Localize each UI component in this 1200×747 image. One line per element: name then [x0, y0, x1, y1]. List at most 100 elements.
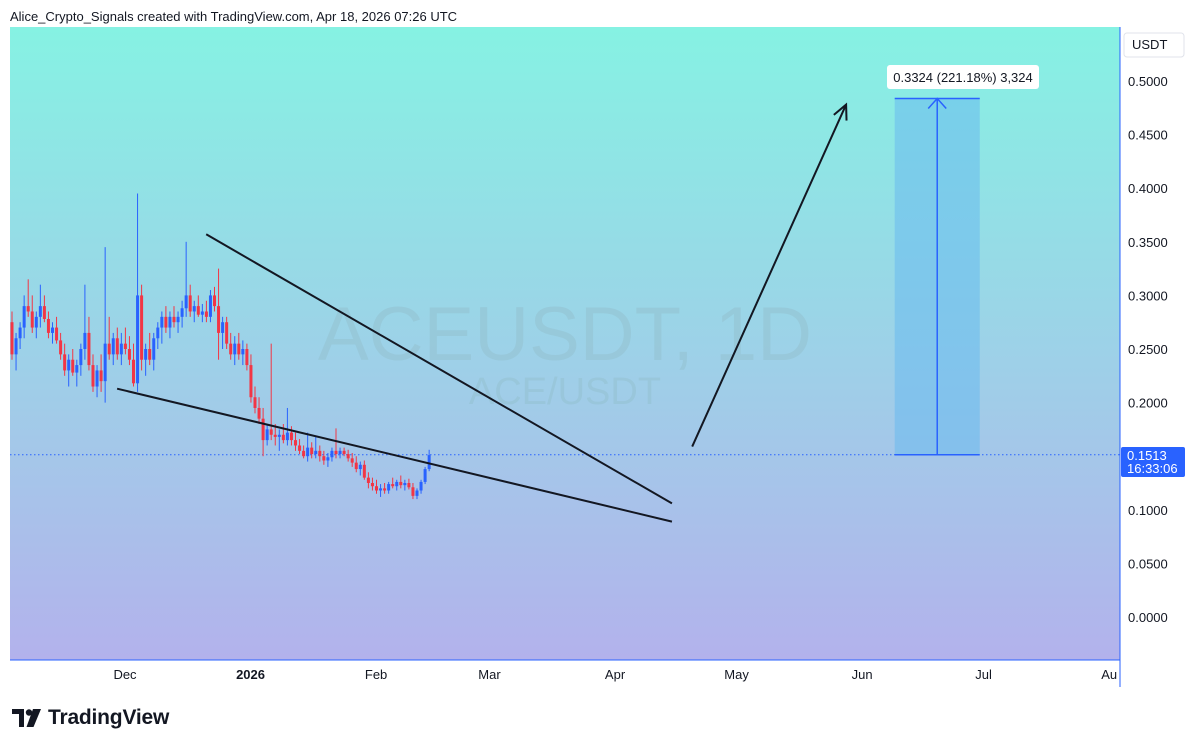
candle[interactable]	[152, 332, 156, 371]
candle[interactable]	[67, 354, 71, 387]
candle[interactable]	[196, 295, 200, 317]
candle[interactable]	[188, 284, 192, 317]
candle[interactable]	[370, 477, 374, 491]
candle[interactable]	[411, 483, 415, 500]
candle[interactable]	[213, 286, 216, 312]
candle[interactable]	[168, 311, 172, 339]
candle[interactable]	[318, 445, 322, 462]
candle[interactable]	[51, 322, 54, 344]
candle[interactable]	[354, 456, 358, 473]
candle[interactable]	[257, 397, 261, 425]
candle[interactable]	[221, 316, 225, 349]
candle[interactable]	[322, 450, 326, 465]
candle[interactable]	[241, 340, 245, 366]
candle[interactable]	[18, 322, 22, 349]
candle[interactable]	[415, 488, 419, 500]
candle[interactable]	[229, 332, 233, 360]
candle[interactable]	[375, 479, 378, 494]
candle[interactable]	[46, 311, 50, 339]
candle[interactable]	[346, 449, 350, 462]
candle[interactable]	[391, 477, 395, 489]
candle[interactable]	[233, 336, 237, 366]
candle[interactable]	[83, 284, 87, 360]
candle[interactable]	[261, 407, 265, 457]
candle[interactable]	[399, 475, 403, 489]
candle[interactable]	[164, 306, 168, 333]
time-axis[interactable]: Dec 2026 Feb Mar Apr May Jun Jul Au	[113, 667, 1117, 682]
currency-button[interactable]	[1123, 32, 1185, 58]
candle[interactable]	[326, 452, 330, 467]
wedge-lower-trendline[interactable]	[116, 387, 673, 523]
candle[interactable]	[136, 193, 140, 392]
candle[interactable]	[91, 354, 95, 392]
candle[interactable]	[379, 484, 383, 497]
candle[interactable]	[277, 429, 281, 451]
candle[interactable]	[423, 466, 427, 485]
candle[interactable]	[132, 343, 135, 387]
candle[interactable]	[30, 295, 34, 333]
trendline-drawings[interactable]	[116, 102, 848, 523]
wedge-upper-trendline[interactable]	[205, 233, 673, 505]
candle[interactable]	[26, 279, 30, 317]
candle[interactable]	[180, 300, 184, 328]
candle[interactable]	[127, 336, 131, 366]
candle[interactable]	[306, 432, 310, 462]
candle[interactable]	[144, 343, 148, 376]
candle[interactable]	[217, 268, 221, 360]
candle[interactable]	[419, 479, 423, 494]
candle[interactable]	[342, 447, 346, 457]
projection-arrow-shaft[interactable]	[691, 104, 848, 447]
candle[interactable]	[298, 439, 302, 455]
candle[interactable]	[14, 332, 18, 371]
candle[interactable]	[225, 316, 229, 349]
candle[interactable]	[156, 322, 160, 349]
candle[interactable]	[289, 426, 293, 446]
tradingview-brand[interactable]: TradingView	[12, 704, 169, 732]
candle[interactable]	[200, 303, 204, 323]
candle[interactable]	[334, 428, 338, 459]
target-projection[interactable]	[894, 97, 980, 456]
candle[interactable]	[269, 343, 273, 441]
candle[interactable]	[115, 327, 119, 360]
candle[interactable]	[383, 483, 387, 494]
candle[interactable]	[362, 460, 366, 480]
candle[interactable]	[302, 445, 306, 459]
candle[interactable]	[22, 295, 26, 339]
candle[interactable]	[10, 311, 14, 360]
candle[interactable]	[314, 436, 318, 459]
candle[interactable]	[253, 386, 257, 414]
candle[interactable]	[87, 316, 91, 371]
candle[interactable]	[281, 424, 285, 444]
candle[interactable]	[338, 447, 342, 459]
candle[interactable]	[358, 461, 362, 476]
candle[interactable]	[123, 327, 127, 355]
candle[interactable]	[38, 284, 42, 328]
price-axis[interactable]: 0.5000 0.4500 0.4000 0.3500 0.3000 0.2500 0.20…	[1128, 74, 1168, 625]
candle[interactable]	[103, 247, 107, 403]
candle[interactable]	[427, 449, 431, 472]
candle[interactable]	[395, 479, 399, 491]
candle[interactable]	[55, 316, 59, 344]
candle[interactable]	[59, 332, 63, 360]
candle[interactable]	[310, 442, 314, 459]
candle[interactable]	[160, 311, 164, 344]
candle[interactable]	[34, 311, 38, 339]
candle[interactable]	[249, 354, 253, 403]
candle[interactable]	[208, 290, 212, 323]
candle[interactable]	[63, 343, 67, 376]
candle[interactable]	[192, 300, 196, 323]
candle[interactable]	[119, 332, 123, 366]
candle[interactable]	[148, 332, 152, 366]
candle[interactable]	[140, 284, 144, 371]
candle[interactable]	[75, 359, 79, 387]
candle[interactable]	[273, 424, 277, 446]
candle[interactable]	[294, 432, 297, 451]
candle[interactable]	[265, 424, 269, 446]
candle[interactable]	[99, 354, 103, 392]
candle[interactable]	[204, 300, 208, 323]
candle[interactable]	[237, 332, 241, 360]
candlestick-series[interactable]	[10, 193, 431, 500]
candle[interactable]	[79, 343, 83, 376]
